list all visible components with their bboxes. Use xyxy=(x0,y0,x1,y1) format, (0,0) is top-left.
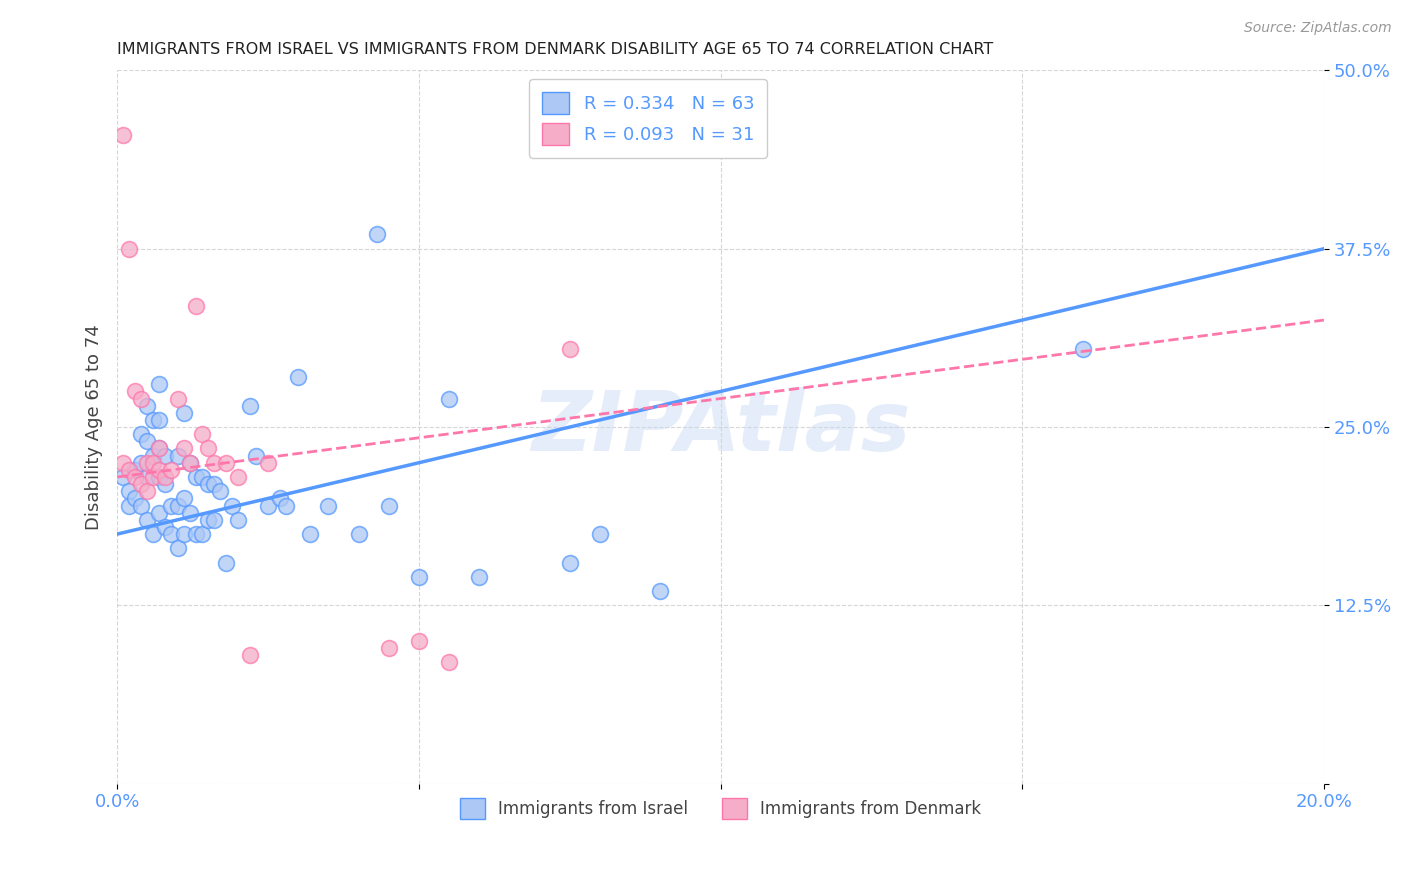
Point xyxy=(136,399,159,413)
Point xyxy=(226,513,249,527)
Point xyxy=(190,527,212,541)
Point xyxy=(468,570,491,584)
Point xyxy=(131,477,153,491)
Point xyxy=(408,634,430,648)
Point xyxy=(190,427,212,442)
Point xyxy=(142,449,165,463)
Point xyxy=(650,584,672,599)
Point xyxy=(184,299,207,313)
Point xyxy=(318,499,340,513)
Point xyxy=(215,456,238,470)
Point xyxy=(179,456,201,470)
Point xyxy=(148,470,170,484)
Point xyxy=(131,499,153,513)
Point xyxy=(166,392,188,406)
Point xyxy=(408,570,430,584)
Point xyxy=(166,541,188,556)
Point xyxy=(136,470,159,484)
Point xyxy=(131,456,153,470)
Point xyxy=(136,456,159,470)
Point xyxy=(377,499,399,513)
Point xyxy=(197,442,219,456)
Point xyxy=(179,506,201,520)
Text: Source: ZipAtlas.com: Source: ZipAtlas.com xyxy=(1244,21,1392,35)
Point xyxy=(197,513,219,527)
Point xyxy=(239,648,262,663)
Point xyxy=(558,556,581,570)
Point xyxy=(112,456,135,470)
Point xyxy=(269,491,291,506)
Point xyxy=(148,413,170,427)
Point xyxy=(179,456,201,470)
Point xyxy=(142,456,165,470)
Point xyxy=(112,470,135,484)
Point xyxy=(131,427,153,442)
Text: ZIPAtlas: ZIPAtlas xyxy=(531,386,910,467)
Point xyxy=(124,384,146,399)
Point xyxy=(287,370,309,384)
Point xyxy=(366,227,388,242)
Point xyxy=(558,342,581,356)
Point xyxy=(136,513,159,527)
Point xyxy=(142,470,165,484)
Point xyxy=(148,442,170,456)
Point xyxy=(173,527,195,541)
Point xyxy=(136,434,159,449)
Point xyxy=(166,499,188,513)
Point xyxy=(112,128,135,142)
Point xyxy=(226,470,249,484)
Point xyxy=(377,641,399,656)
Point xyxy=(173,442,195,456)
Point xyxy=(148,463,170,477)
Point xyxy=(257,456,280,470)
Point xyxy=(202,513,225,527)
Point xyxy=(173,491,195,506)
Legend: Immigrants from Israel, Immigrants from Denmark: Immigrants from Israel, Immigrants from … xyxy=(453,792,988,825)
Point xyxy=(1071,342,1094,356)
Point xyxy=(148,377,170,392)
Point xyxy=(239,399,262,413)
Point xyxy=(190,470,212,484)
Point xyxy=(148,506,170,520)
Point xyxy=(142,413,165,427)
Point xyxy=(202,477,225,491)
Point xyxy=(437,392,460,406)
Point xyxy=(299,527,322,541)
Point xyxy=(437,656,460,670)
Point xyxy=(173,406,195,420)
Point xyxy=(197,477,219,491)
Point xyxy=(155,470,177,484)
Point xyxy=(160,463,183,477)
Text: IMMIGRANTS FROM ISRAEL VS IMMIGRANTS FROM DENMARK DISABILITY AGE 65 TO 74 CORREL: IMMIGRANTS FROM ISRAEL VS IMMIGRANTS FRO… xyxy=(117,42,994,57)
Point xyxy=(136,484,159,499)
Point xyxy=(148,442,170,456)
Point xyxy=(155,477,177,491)
Point xyxy=(118,463,141,477)
Point xyxy=(124,463,146,477)
Point xyxy=(155,449,177,463)
Point xyxy=(245,449,267,463)
Point xyxy=(124,470,146,484)
Y-axis label: Disability Age 65 to 74: Disability Age 65 to 74 xyxy=(86,324,103,530)
Point xyxy=(166,449,188,463)
Point xyxy=(347,527,370,541)
Point xyxy=(215,556,238,570)
Point xyxy=(118,484,141,499)
Point xyxy=(221,499,243,513)
Point xyxy=(131,392,153,406)
Point xyxy=(142,527,165,541)
Point xyxy=(184,527,207,541)
Point xyxy=(118,242,141,256)
Point xyxy=(118,499,141,513)
Point xyxy=(124,491,146,506)
Point xyxy=(208,484,231,499)
Point xyxy=(257,499,280,513)
Point xyxy=(589,527,612,541)
Point xyxy=(276,499,298,513)
Point xyxy=(155,520,177,534)
Point xyxy=(184,470,207,484)
Point xyxy=(202,456,225,470)
Point xyxy=(160,527,183,541)
Point xyxy=(160,499,183,513)
